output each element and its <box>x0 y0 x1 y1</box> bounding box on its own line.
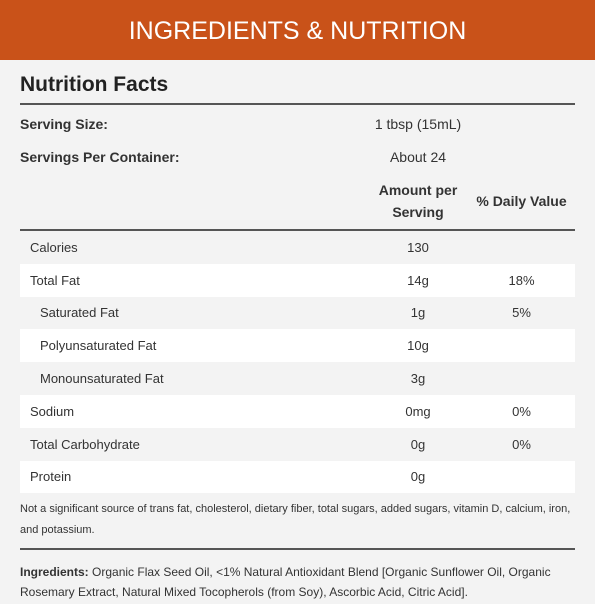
nutrient-name: Saturated Fat <box>40 305 119 321</box>
label: Servings Per Container: <box>20 148 180 165</box>
nutrient-amount: 14g <box>407 272 429 288</box>
nutrient-dv: 0% <box>512 403 531 419</box>
nutrient-amount: 1g <box>410 305 426 321</box>
column-header: Amount per Serving % Daily Value <box>20 173 575 231</box>
nutrient-name: Monounsaturated Fat <box>40 371 164 387</box>
nutrient-row: Calories 130 <box>20 231 575 264</box>
nutrient-row: Protein 0g <box>20 460 575 494</box>
nutrient-row: Total Fat 14g 18% <box>20 263 575 297</box>
nutrient-name: Total Fat <box>30 272 80 288</box>
facts-title: Nutrition Facts <box>20 73 575 105</box>
nutrition-panel: Nutrition Facts Serving Size: 1 tbsp (15… <box>20 60 575 602</box>
nutrient-name: Calories <box>30 239 78 255</box>
ingredients-label: Ingredients: <box>20 565 89 580</box>
nutrient-row: Polyunsaturated Fat 10g <box>20 329 575 363</box>
nutrient-row: Sodium 0mg 0% <box>20 394 575 428</box>
nutrient-dv: 5% <box>512 305 531 321</box>
label: Serving Size: <box>20 115 108 132</box>
nutrient-dv: 0% <box>512 436 531 452</box>
column-amount: Amount per Serving <box>378 182 458 220</box>
nutrient-amount: 0g <box>410 469 426 485</box>
footnote: Not a significant source of trans fat, c… <box>20 499 575 551</box>
serving-size: Serving Size: 1 tbsp (15mL) <box>20 107 575 140</box>
nutrient-dv: 18% <box>508 272 535 288</box>
nutrient-amount: 3g <box>410 371 426 387</box>
ingredients: Ingredients: Organic Flax Seed Oil, <1% … <box>20 562 575 602</box>
ingredients-text: Organic Flax Seed Oil, <1% Natural Antio… <box>20 565 551 600</box>
nutrient-rows: Calories 130 Total Fat 14g 18% Saturated Fat 1… <box>20 231 575 494</box>
nutrient-row: Saturated Fat 1g 5% <box>20 297 575 330</box>
nutrient-name: Polyunsaturated Fat <box>40 338 157 354</box>
nutrient-amount: 0mg <box>405 403 431 419</box>
nutrient-name: Total Carbohydrate <box>30 436 140 452</box>
nutrient-row: Monounsaturated Fat 3g <box>20 362 575 395</box>
nutrient-name: Sodium <box>30 403 75 419</box>
nutrient-amount: 10g <box>407 338 429 354</box>
nutrient-row: Total Carbohydrate 0g 0% <box>20 428 575 461</box>
nutrient-amount: 0g <box>410 436 426 452</box>
header-title: INGREDIENTS & NUTRITION <box>0 0 595 60</box>
value: About 24 <box>389 148 447 165</box>
value: 1 tbsp (15mL) <box>374 115 462 132</box>
nutrient-name: Protein <box>30 469 72 485</box>
column-dv: % Daily Value <box>476 193 567 209</box>
servings-per-container: Servings Per Container: About 24 <box>20 140 575 173</box>
nutrient-amount: 130 <box>407 239 429 255</box>
